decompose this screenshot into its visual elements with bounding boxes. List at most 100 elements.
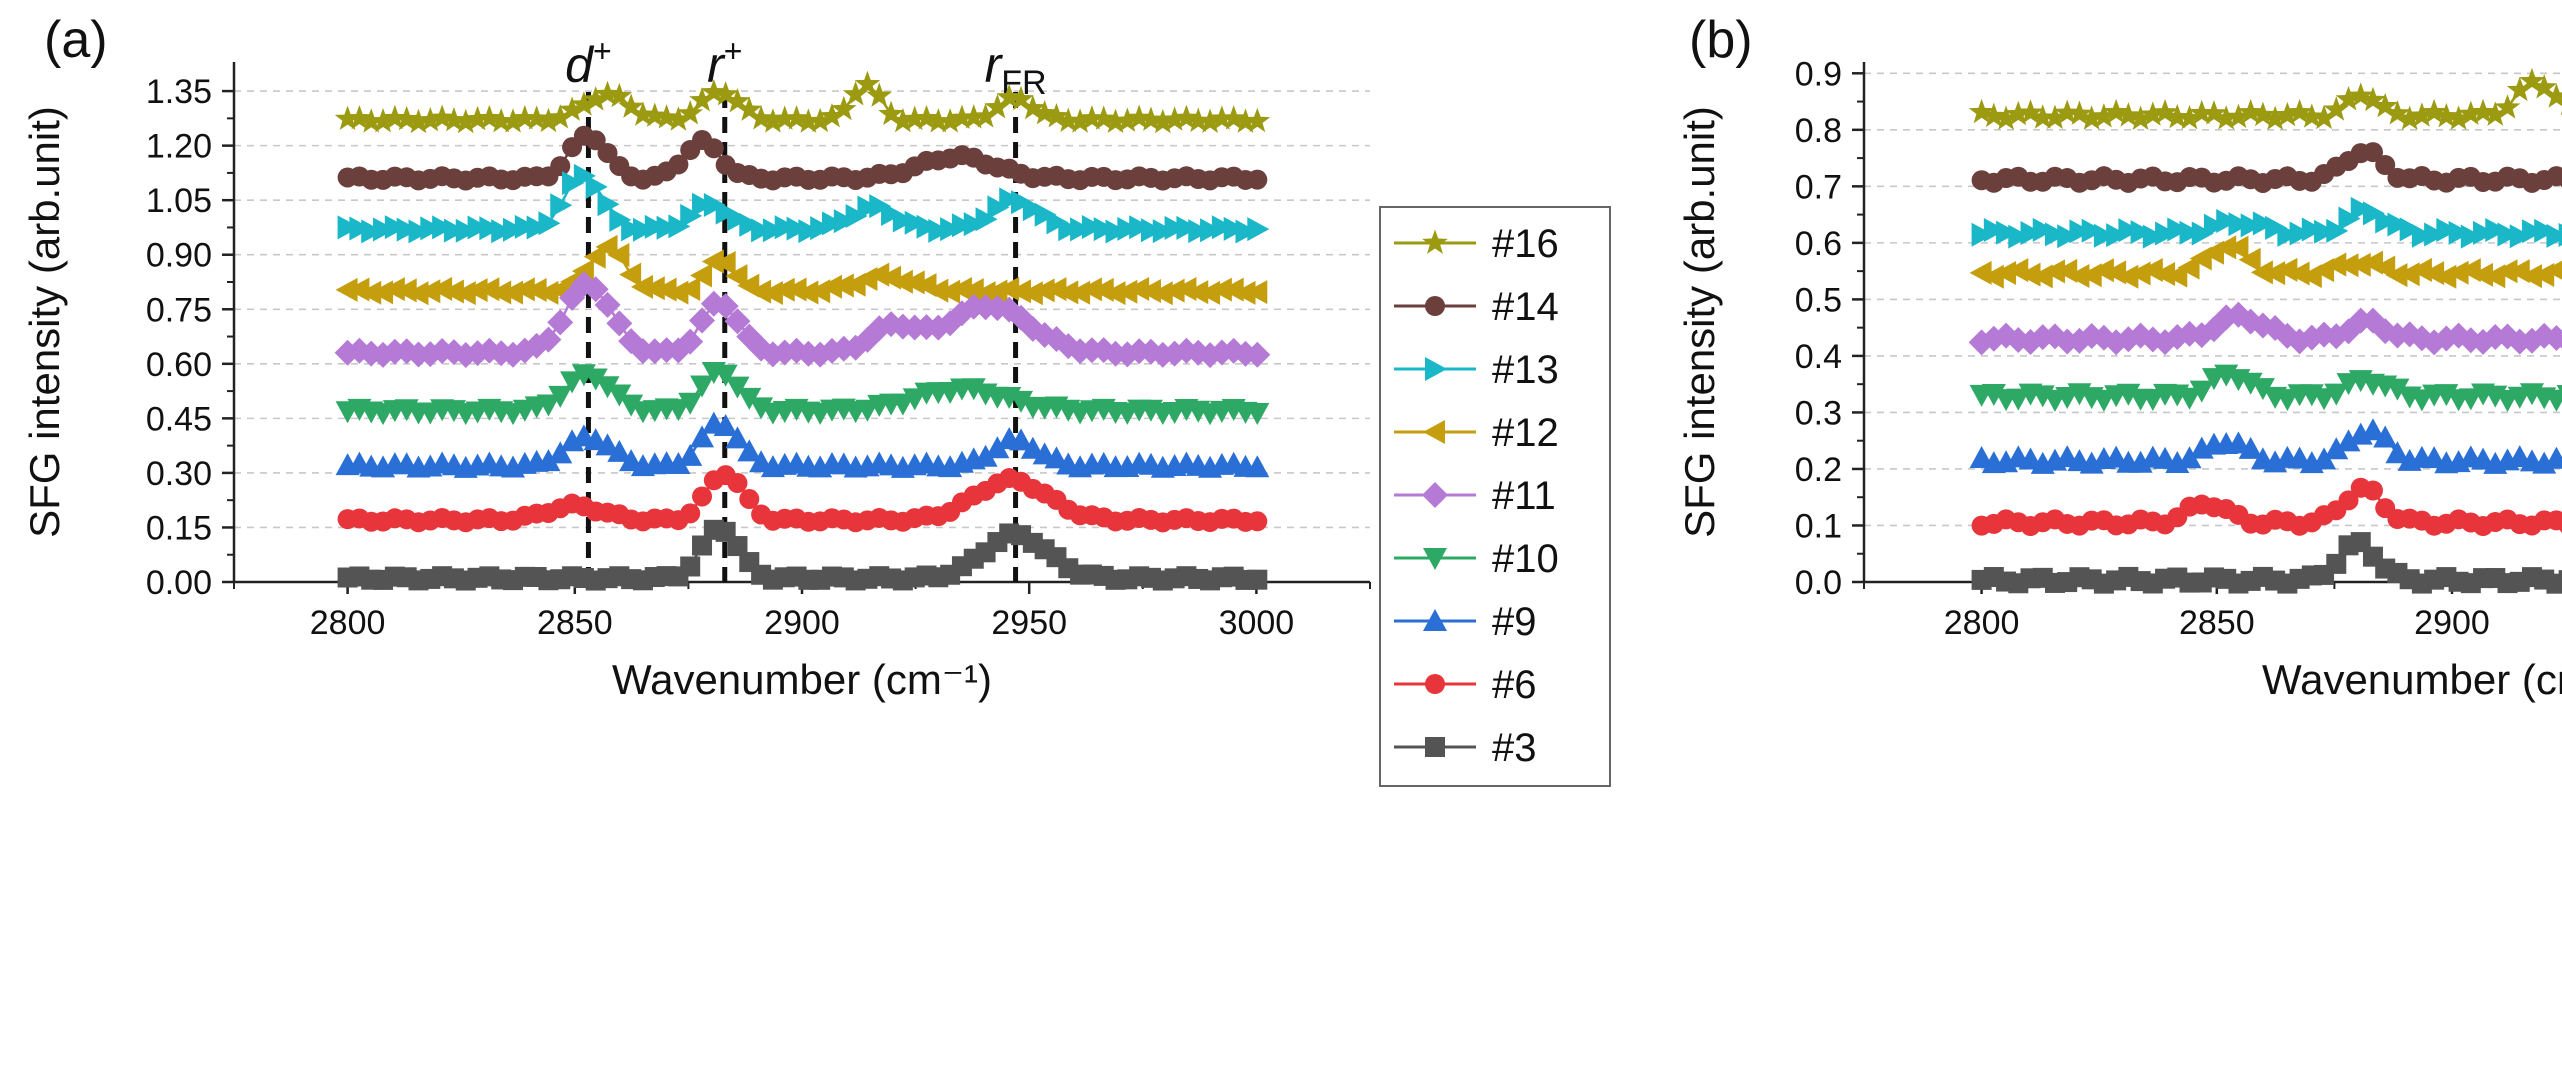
y-tick-label: 0.1	[1795, 507, 1842, 545]
data-point	[489, 280, 512, 305]
data-point	[2506, 76, 2533, 102]
data-point	[665, 106, 692, 131]
data-point	[2519, 264, 2542, 289]
x-tick-label: 2950	[991, 604, 1067, 642]
data-point	[2347, 82, 2374, 107]
data-point	[901, 105, 928, 131]
data-point	[786, 216, 809, 241]
data-point	[2201, 100, 2227, 125]
data-point	[2350, 196, 2373, 221]
data-point	[1176, 215, 1199, 240]
data-point	[961, 278, 984, 303]
data-point	[1993, 105, 2019, 130]
data-point	[2558, 172, 2562, 188]
data-point	[467, 215, 490, 240]
data-point	[1008, 85, 1034, 111]
data-point	[2140, 388, 2165, 411]
peak-marker-label: r+	[707, 33, 742, 93]
series-6	[1971, 477, 2562, 537]
data-point	[1129, 215, 1152, 240]
data-point	[1091, 277, 1114, 302]
data-point	[2177, 387, 2202, 410]
data-point	[2399, 217, 2422, 242]
data-point	[680, 503, 701, 524]
data-point	[1093, 217, 1116, 242]
data-point	[937, 108, 963, 133]
data-point	[2543, 83, 2562, 108]
series-12	[1969, 235, 2562, 289]
data-point	[2078, 105, 2105, 130]
data-point	[1422, 229, 1448, 254]
data-point	[831, 273, 854, 298]
data-point	[550, 193, 573, 218]
data-point	[689, 307, 716, 334]
series-10	[1969, 364, 2562, 412]
data-point	[902, 270, 925, 295]
data-point	[1102, 108, 1129, 134]
panel-label: (b)	[1689, 11, 1753, 69]
y-tick-label: 0.4	[1795, 338, 1842, 376]
data-point	[1162, 278, 1185, 303]
data-point	[2384, 100, 2411, 125]
data-point	[1034, 202, 1057, 227]
data-point	[2020, 221, 2043, 246]
data-point	[666, 399, 691, 422]
data-point	[1235, 219, 1258, 244]
data-point	[902, 388, 927, 411]
data-point	[476, 104, 503, 130]
data-point	[571, 91, 597, 116]
data-point	[1197, 108, 1223, 133]
data-point	[382, 104, 408, 130]
data-point	[2250, 260, 2273, 285]
data-point	[2289, 221, 2312, 246]
data-point	[2509, 224, 2532, 249]
data-point	[727, 536, 748, 557]
data-point	[337, 215, 360, 240]
data-point	[2457, 100, 2484, 126]
data-point	[784, 277, 807, 302]
data-point	[632, 217, 655, 242]
legend-label: #9	[1492, 600, 1537, 644]
data-point	[406, 281, 429, 306]
data-point	[2424, 222, 2447, 247]
data-point	[347, 277, 370, 302]
data-point	[606, 82, 633, 108]
data-point	[973, 444, 998, 467]
data-point	[2336, 429, 2361, 452]
data-point	[594, 291, 621, 318]
data-point	[2277, 222, 2300, 247]
series-9	[335, 411, 1270, 478]
data-point	[1425, 296, 1445, 316]
series-14	[337, 125, 1268, 191]
data-point	[2005, 100, 2032, 126]
series-13	[337, 163, 1270, 244]
data-point	[2362, 201, 2385, 226]
data-point	[1068, 280, 1091, 305]
y-tick-label: 0.90	[146, 237, 212, 275]
data-point	[654, 277, 677, 302]
data-point	[713, 364, 738, 387]
data-point	[1152, 219, 1175, 244]
data-point	[690, 425, 715, 448]
data-point	[2152, 99, 2178, 124]
data-point	[2032, 217, 2055, 242]
data-point	[2225, 103, 2252, 128]
data-point	[2091, 258, 2114, 283]
panel-b: 0.0 0.1 0.2 0.3 0.4 0.5 0.6 0.7 0.8 0.9 2800 2850 29…	[1676, 11, 2562, 703]
data-point	[479, 216, 502, 241]
x-tick-label: 2900	[2414, 604, 2490, 642]
data-point	[2385, 263, 2408, 288]
data-point	[1220, 105, 1247, 130]
data-point	[975, 207, 998, 232]
data-point	[641, 102, 668, 127]
data-point	[560, 371, 585, 394]
data-point	[725, 264, 748, 289]
data-point	[1247, 511, 1268, 532]
data-point	[2373, 425, 2398, 448]
data-point	[1209, 277, 1232, 302]
data-point	[2544, 446, 2562, 469]
data-point	[1186, 280, 1209, 305]
data-point	[430, 276, 453, 301]
data-point	[2263, 261, 2286, 286]
data-point	[642, 276, 665, 301]
